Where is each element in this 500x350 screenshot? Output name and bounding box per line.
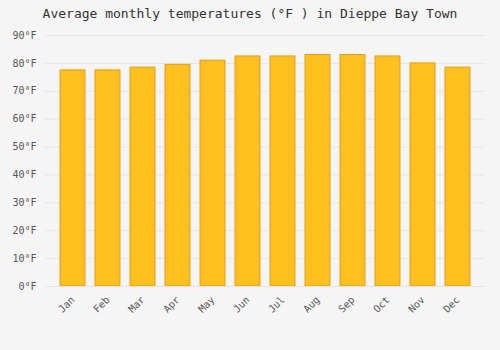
svg-text:Apr: Apr (161, 294, 182, 315)
svg-text:30°F: 30°F (12, 197, 36, 208)
svg-text:70°F: 70°F (12, 85, 36, 96)
svg-text:Sep: Sep (336, 294, 357, 315)
html-text:Average monthly temperatures (: Average monthly temperatures (°F ) in Di… (42, 6, 458, 21)
svg-text:10°F: 10°F (12, 253, 36, 264)
svg-text:90°F: 90°F (12, 30, 36, 41)
svg-text:May: May (196, 294, 217, 315)
svg-text:Jul: Jul (266, 294, 287, 315)
svg-text:40°F: 40°F (12, 169, 36, 180)
svg-text:60°F: 60°F (12, 113, 36, 124)
svg-text:Jan: Jan (56, 294, 77, 315)
svg-text:20°F: 20°F (12, 225, 36, 236)
svg-text:Mar: Mar (126, 294, 147, 315)
svg-text:Dec: Dec (441, 294, 462, 315)
svg-text:50°F: 50°F (12, 141, 36, 152)
svg-text:Oct: Oct (371, 294, 392, 315)
svg-text:Nov: Nov (406, 294, 427, 315)
svg-text:Jun: Jun (231, 294, 252, 315)
svg-text:Feb: Feb (91, 294, 112, 315)
svg-text:Aug: Aug (301, 294, 322, 315)
svg-text:80°F: 80°F (12, 58, 36, 69)
svg-text:0°F: 0°F (18, 281, 36, 292)
